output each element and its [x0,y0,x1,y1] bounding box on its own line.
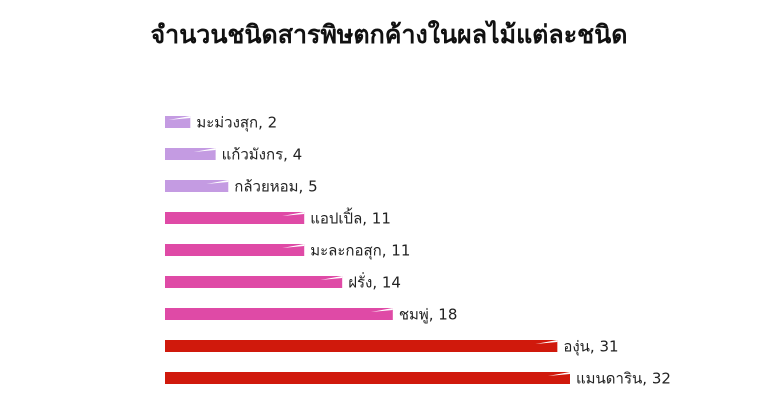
bar-notch [206,180,229,184]
value-label: มะละกอสุก, 11 [310,242,410,261]
chart-title: จำนวนชนิดสารพิษตกค้างในผลไม้แต่ละชนิด [151,19,628,49]
bar-notch [370,308,393,312]
bar-notch [168,116,191,120]
value-label: ฝรั่ง, 14 [348,272,401,292]
bar-notch [193,148,216,152]
value-label: กล้วยหอม, 5 [234,178,317,196]
bar-notch [535,340,558,344]
value-label: ชมพู่, 18 [399,306,458,324]
bar [165,116,191,128]
bar [165,244,305,256]
value-label: มะม่วงสุก, 2 [196,114,277,133]
value-label: แอปเปิ้ล, 11 [310,208,391,228]
bar [165,308,393,320]
value-label: แก้วมังกร, 4 [222,146,303,164]
bar [165,340,558,352]
bar-notch [282,244,305,248]
bar [165,276,343,288]
value-label: แมนดาริน, 32 [576,370,671,388]
value-label: องุ่น, 31 [563,338,618,357]
bar-notch [320,276,343,280]
bar [165,372,570,384]
bar-notch [548,372,570,376]
bar [165,212,305,224]
bar-notch [282,212,305,216]
